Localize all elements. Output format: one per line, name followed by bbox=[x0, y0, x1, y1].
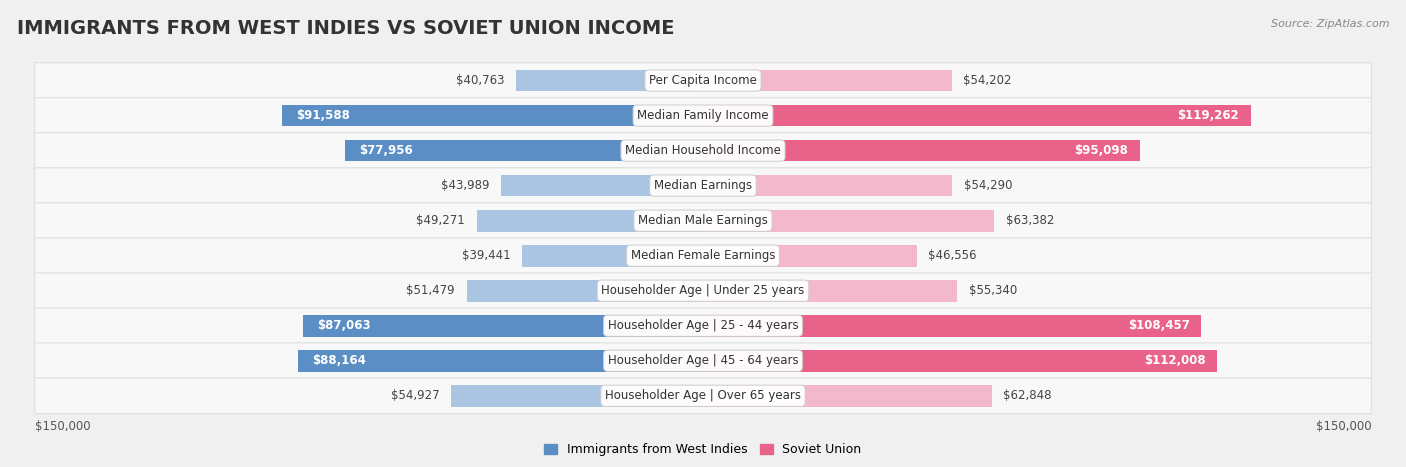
Text: $63,382: $63,382 bbox=[1005, 214, 1054, 227]
Text: Median Household Income: Median Household Income bbox=[626, 144, 780, 157]
Bar bbox=[703, 210, 994, 232]
Text: $40,763: $40,763 bbox=[456, 74, 505, 87]
Bar bbox=[703, 315, 1201, 337]
Text: $108,457: $108,457 bbox=[1128, 319, 1189, 332]
FancyBboxPatch shape bbox=[35, 273, 1371, 309]
FancyBboxPatch shape bbox=[35, 63, 1371, 99]
Text: Householder Age | 25 - 44 years: Householder Age | 25 - 44 years bbox=[607, 319, 799, 332]
Bar bbox=[501, 175, 703, 197]
Bar bbox=[344, 140, 703, 162]
FancyBboxPatch shape bbox=[35, 308, 1371, 344]
FancyBboxPatch shape bbox=[35, 168, 1371, 204]
Bar bbox=[467, 280, 703, 302]
FancyBboxPatch shape bbox=[35, 343, 1371, 379]
Text: Householder Age | Under 25 years: Householder Age | Under 25 years bbox=[602, 284, 804, 297]
Text: $87,063: $87,063 bbox=[316, 319, 371, 332]
FancyBboxPatch shape bbox=[35, 378, 1371, 414]
Text: IMMIGRANTS FROM WEST INDIES VS SOVIET UNION INCOME: IMMIGRANTS FROM WEST INDIES VS SOVIET UN… bbox=[17, 19, 675, 38]
Bar bbox=[304, 315, 703, 337]
FancyBboxPatch shape bbox=[35, 98, 1371, 134]
Text: $43,989: $43,989 bbox=[441, 179, 489, 192]
Bar bbox=[516, 70, 703, 92]
Text: Median Family Income: Median Family Income bbox=[637, 109, 769, 122]
Bar bbox=[703, 70, 952, 92]
Text: $39,441: $39,441 bbox=[461, 249, 510, 262]
Text: Householder Age | 45 - 64 years: Householder Age | 45 - 64 years bbox=[607, 354, 799, 367]
Text: $51,479: $51,479 bbox=[406, 284, 456, 297]
Bar bbox=[477, 210, 703, 232]
Bar bbox=[703, 385, 991, 407]
Text: Median Earnings: Median Earnings bbox=[654, 179, 752, 192]
Text: $88,164: $88,164 bbox=[312, 354, 366, 367]
Bar bbox=[703, 175, 952, 197]
Text: Median Female Earnings: Median Female Earnings bbox=[631, 249, 775, 262]
Text: $119,262: $119,262 bbox=[1178, 109, 1239, 122]
Text: $112,008: $112,008 bbox=[1144, 354, 1206, 367]
Bar bbox=[522, 245, 703, 267]
FancyBboxPatch shape bbox=[35, 203, 1371, 239]
Bar bbox=[283, 105, 703, 127]
Text: $54,927: $54,927 bbox=[391, 389, 439, 402]
Bar bbox=[298, 350, 703, 372]
Text: $62,848: $62,848 bbox=[1002, 389, 1052, 402]
Text: $77,956: $77,956 bbox=[359, 144, 412, 157]
Text: Median Male Earnings: Median Male Earnings bbox=[638, 214, 768, 227]
Bar bbox=[703, 140, 1140, 162]
Text: $150,000: $150,000 bbox=[1316, 420, 1371, 433]
Text: $46,556: $46,556 bbox=[928, 249, 977, 262]
Bar bbox=[703, 280, 957, 302]
Text: $54,290: $54,290 bbox=[965, 179, 1012, 192]
Bar bbox=[703, 245, 917, 267]
Text: $55,340: $55,340 bbox=[969, 284, 1017, 297]
Text: $49,271: $49,271 bbox=[416, 214, 465, 227]
FancyBboxPatch shape bbox=[35, 133, 1371, 169]
Text: $95,098: $95,098 bbox=[1074, 144, 1128, 157]
Text: Householder Age | Over 65 years: Householder Age | Over 65 years bbox=[605, 389, 801, 402]
Legend: Immigrants from West Indies, Soviet Union: Immigrants from West Indies, Soviet Unio… bbox=[540, 439, 866, 461]
Text: $150,000: $150,000 bbox=[35, 420, 90, 433]
Text: Source: ZipAtlas.com: Source: ZipAtlas.com bbox=[1271, 19, 1389, 28]
Bar bbox=[703, 350, 1218, 372]
Bar bbox=[451, 385, 703, 407]
Text: $54,202: $54,202 bbox=[963, 74, 1012, 87]
Bar bbox=[703, 105, 1251, 127]
Text: $91,588: $91,588 bbox=[297, 109, 350, 122]
FancyBboxPatch shape bbox=[35, 238, 1371, 274]
Text: Per Capita Income: Per Capita Income bbox=[650, 74, 756, 87]
